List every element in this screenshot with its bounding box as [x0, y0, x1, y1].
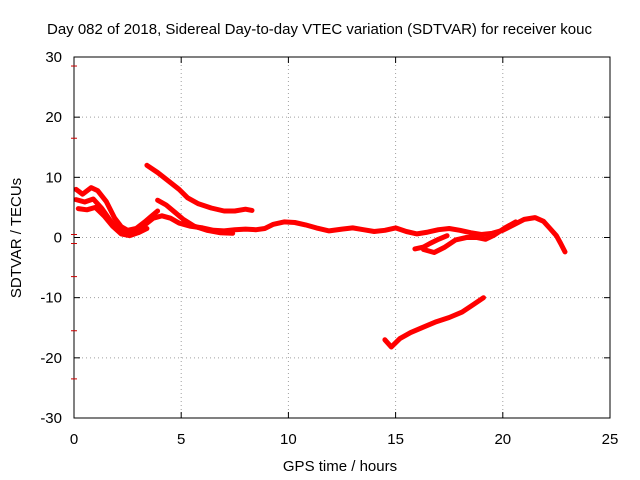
- series-arc-7: [421, 219, 519, 255]
- y-tick-label: -20: [40, 350, 62, 367]
- x-tick-label: 15: [387, 431, 404, 448]
- x-tick-label: 20: [494, 431, 511, 448]
- series-arc-5: [155, 197, 236, 236]
- y-tick-label: 0: [54, 230, 62, 247]
- series-arc-4: [144, 162, 255, 214]
- y-tick-label: 10: [45, 169, 62, 186]
- series-layer: [73, 162, 568, 350]
- series-arc-2: [73, 196, 568, 255]
- grid: [74, 57, 610, 418]
- chart-title: Day 082 of 2018, Sidereal Day-to-day VTE…: [47, 21, 592, 38]
- y-tick-label: 30: [45, 49, 62, 66]
- series-arc-8: [382, 295, 486, 350]
- y-tick-label: 20: [45, 109, 62, 126]
- tick-labels: 0 5 10 15 20 25 -30 -20 -10 0 10 20 30: [40, 49, 618, 448]
- x-tick-label: 10: [280, 431, 297, 448]
- series-arc-6: [412, 233, 450, 252]
- axis-ticks: [71, 56, 611, 419]
- y-axis-title: SDTVAR / TECUs: [8, 178, 25, 298]
- x-tick-label: 5: [177, 431, 185, 448]
- y-tick-label: -30: [40, 410, 62, 427]
- x-tick-label: 25: [602, 431, 619, 448]
- x-tick-label: 0: [70, 431, 78, 448]
- series-arc-3: [75, 204, 150, 239]
- x-axis-title: GPS time / hours: [283, 458, 397, 475]
- y-tick-label: -10: [40, 290, 62, 307]
